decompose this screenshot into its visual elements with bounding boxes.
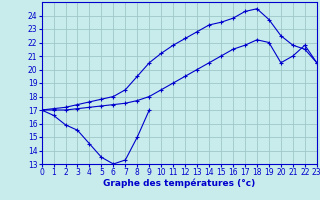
X-axis label: Graphe des températures (°c): Graphe des températures (°c) bbox=[103, 179, 255, 188]
